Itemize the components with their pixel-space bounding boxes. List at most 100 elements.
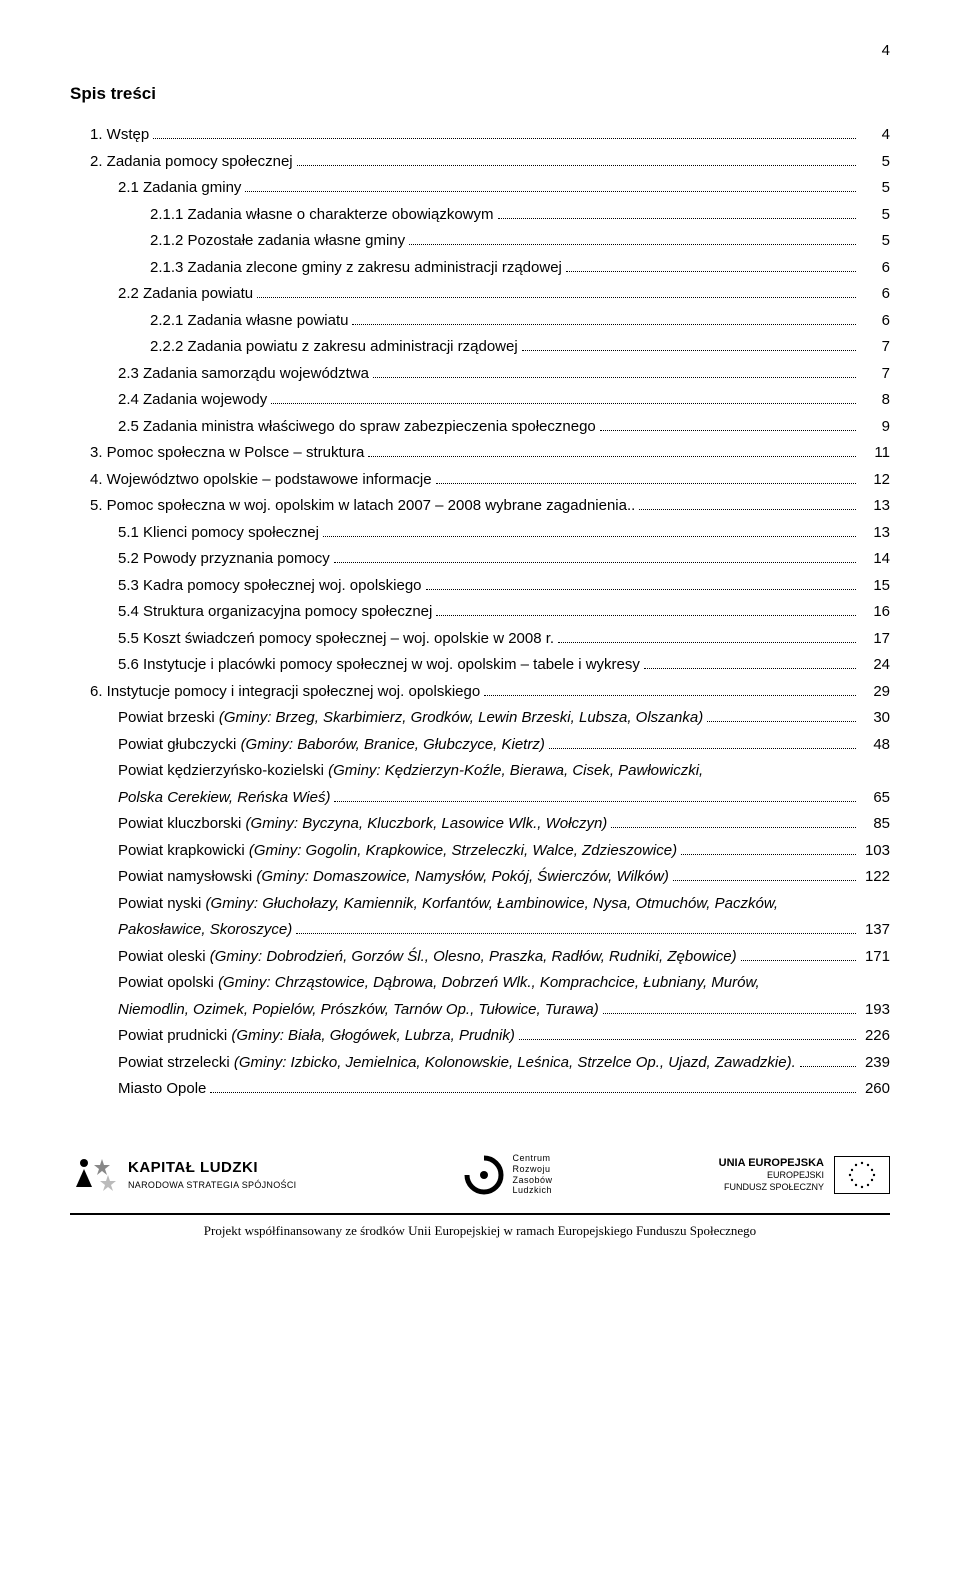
toc-page: 103 bbox=[860, 840, 890, 863]
toc-label: Pakosławice, Skoroszyce) bbox=[118, 919, 292, 942]
toc-page: 11 bbox=[860, 442, 890, 465]
logo-crz: Centrum Rozwoju Zasobów Ludzkich bbox=[463, 1153, 553, 1196]
toc-label: Powiat namysłowski (Gminy: Domaszowice, … bbox=[118, 866, 669, 889]
toc-entry: Pakosławice, Skoroszyce) 137 bbox=[70, 919, 890, 942]
toc-dots bbox=[498, 218, 856, 219]
toc-entry: Powiat krapkowicki (Gminy: Gogolin, Krap… bbox=[70, 840, 890, 863]
toc-page: 6 bbox=[860, 310, 890, 333]
toc-entry: 2. Zadania pomocy społecznej 5 bbox=[70, 151, 890, 174]
toc-dots bbox=[522, 350, 856, 351]
toc-dots bbox=[741, 960, 856, 961]
toc-entry: Niemodlin, Ozimek, Popielów, Prószków, T… bbox=[70, 999, 890, 1022]
toc-dots bbox=[566, 271, 856, 272]
toc-entry: 5.5 Koszt świadczeń pomocy społecznej – … bbox=[70, 628, 890, 651]
toc-dots bbox=[296, 933, 856, 934]
toc-label: Niemodlin, Ozimek, Popielów, Prószków, T… bbox=[118, 999, 599, 1022]
toc-page: 16 bbox=[860, 601, 890, 624]
toc-page: 239 bbox=[860, 1052, 890, 1075]
toc-dots bbox=[603, 1013, 856, 1014]
toc-dots bbox=[673, 880, 856, 881]
toc-entry: Powiat głubczycki (Gminy: Baborów, Brani… bbox=[70, 734, 890, 757]
toc-page: 85 bbox=[860, 813, 890, 836]
toc-entry: Powiat strzelecki (Gminy: Izbicko, Jemie… bbox=[70, 1052, 890, 1075]
toc-dots bbox=[334, 801, 856, 802]
footer-logos: KAPITAŁ LUDZKI NARODOWA STRATEGIA SPÓJNO… bbox=[70, 1141, 890, 1207]
toc-label: 5.2 Powody przyznania pomocy bbox=[118, 548, 330, 571]
toc-entry: 2.3 Zadania samorządu województwa7 bbox=[70, 363, 890, 386]
toc-dots bbox=[519, 1039, 856, 1040]
toc-label: 2.1 Zadania gminy bbox=[118, 177, 241, 200]
toc-label: Powiat brzeski (Gminy: Brzeg, Skarbimier… bbox=[118, 707, 703, 730]
toc-dots bbox=[549, 748, 856, 749]
toc-dots bbox=[436, 483, 856, 484]
eu-title: UNIA EUROPEJSKA bbox=[719, 1156, 824, 1170]
toc-entry: Powiat kluczborski (Gminy: Byczyna, Kluc… bbox=[70, 813, 890, 836]
logo-kapital-ludzki: KAPITAŁ LUDZKI NARODOWA STRATEGIA SPÓJNO… bbox=[70, 1151, 296, 1199]
toc-page: 5 bbox=[860, 204, 890, 227]
kl-subtitle: NARODOWA STRATEGIA SPÓJNOŚCI bbox=[128, 1179, 296, 1193]
toc-page: 226 bbox=[860, 1025, 890, 1048]
toc-label: 1. Wstęp bbox=[90, 124, 149, 147]
toc-entry: 5.3 Kadra pomocy społecznej woj. opolski… bbox=[70, 575, 890, 598]
toc-dots bbox=[368, 456, 856, 457]
toc-label: 2.4 Zadania wojewody bbox=[118, 389, 267, 412]
toc-entry: 5.2 Powody przyznania pomocy14 bbox=[70, 548, 890, 571]
toc-label: 2.2.2 Zadania powiatu z zakresu administ… bbox=[150, 336, 518, 359]
toc-dots bbox=[409, 244, 856, 245]
toc-entry: Powiat opolski (Gminy: Chrząstowice, Dąb… bbox=[70, 972, 890, 995]
toc-label: Powiat oleski (Gminy: Dobrodzień, Gorzów… bbox=[118, 946, 737, 969]
toc-entry: 2.1.3 Zadania zlecone gminy z zakresu ad… bbox=[70, 257, 890, 280]
toc-label: 5.1 Klienci pomocy społecznej bbox=[118, 522, 319, 545]
toc-dots bbox=[323, 536, 856, 537]
toc-dots bbox=[558, 642, 856, 643]
toc-dots bbox=[426, 589, 856, 590]
toc-entry: 5.1 Klienci pomocy społecznej13 bbox=[70, 522, 890, 545]
toc-page: 5 bbox=[860, 151, 890, 174]
toc-dots bbox=[681, 854, 856, 855]
toc-label: 5.6 Instytucje i placówki pomocy społecz… bbox=[118, 654, 640, 677]
toc-page: 8 bbox=[860, 389, 890, 412]
toc-dots bbox=[436, 615, 856, 616]
toc-dots bbox=[644, 668, 856, 669]
toc-page: 6 bbox=[860, 257, 890, 280]
toc-dots bbox=[800, 1066, 856, 1067]
toc-dots bbox=[297, 165, 856, 166]
toc-label: 2. Zadania pomocy społecznej bbox=[90, 151, 293, 174]
toc-entry: Miasto Opole260 bbox=[70, 1078, 890, 1101]
kl-title: KAPITAŁ LUDZKI bbox=[128, 1157, 296, 1180]
toc-label: 2.1.3 Zadania zlecone gminy z zakresu ad… bbox=[150, 257, 562, 280]
toc-label: Powiat głubczycki (Gminy: Baborów, Brani… bbox=[118, 734, 545, 757]
toc-page: 122 bbox=[860, 866, 890, 889]
toc-page: 193 bbox=[860, 999, 890, 1022]
toc-entry: Powiat prudnicki (Gminy: Biała, Głogówek… bbox=[70, 1025, 890, 1048]
toc-entry: 6. Instytucje pomocy i integracji społec… bbox=[70, 681, 890, 704]
toc-label: 2.1.2 Pozostałe zadania własne gminy bbox=[150, 230, 405, 253]
toc-label: Powiat opolski (Gminy: Chrząstowice, Dąb… bbox=[118, 972, 760, 995]
toc-entry: 2.5 Zadania ministra właściwego do spraw… bbox=[70, 416, 890, 439]
toc-entry: 2.1 Zadania gminy 5 bbox=[70, 177, 890, 200]
toc-entry: 2.1.1 Zadania własne o charakterze obowi… bbox=[70, 204, 890, 227]
toc-page: 137 bbox=[860, 919, 890, 942]
eu-sub2: FUNDUSZ SPOŁECZNY bbox=[719, 1182, 824, 1194]
toc-page: 29 bbox=[860, 681, 890, 704]
toc-dots bbox=[611, 827, 856, 828]
crz-icon bbox=[463, 1154, 505, 1196]
toc-page: 5 bbox=[860, 230, 890, 253]
logo-eu: UNIA EUROPEJSKA EUROPEJSKI FUNDUSZ SPOŁE… bbox=[719, 1156, 890, 1194]
toc-entry: Powiat kędzierzyńsko-kozielski (Gminy: K… bbox=[70, 760, 890, 783]
toc-page: 9 bbox=[860, 416, 890, 439]
toc-page: 30 bbox=[860, 707, 890, 730]
crz-text: Centrum Rozwoju Zasobów Ludzkich bbox=[513, 1153, 553, 1196]
toc-entry: Powiat brzeski (Gminy: Brzeg, Skarbimier… bbox=[70, 707, 890, 730]
toc-title: Spis treści bbox=[70, 81, 890, 107]
toc-label: 5. Pomoc społeczna w woj. opolskim w lat… bbox=[90, 495, 635, 518]
toc-dots bbox=[153, 138, 856, 139]
toc-label: Powiat kędzierzyńsko-kozielski (Gminy: K… bbox=[118, 760, 703, 783]
toc-page: 5 bbox=[860, 177, 890, 200]
kapital-ludzki-icon bbox=[70, 1151, 118, 1199]
toc-dots bbox=[707, 721, 856, 722]
toc-page: 65 bbox=[860, 787, 890, 810]
toc-label: 2.2.1 Zadania własne powiatu bbox=[150, 310, 348, 333]
toc-label: 2.3 Zadania samorządu województwa bbox=[118, 363, 369, 386]
toc-page: 4 bbox=[860, 124, 890, 147]
